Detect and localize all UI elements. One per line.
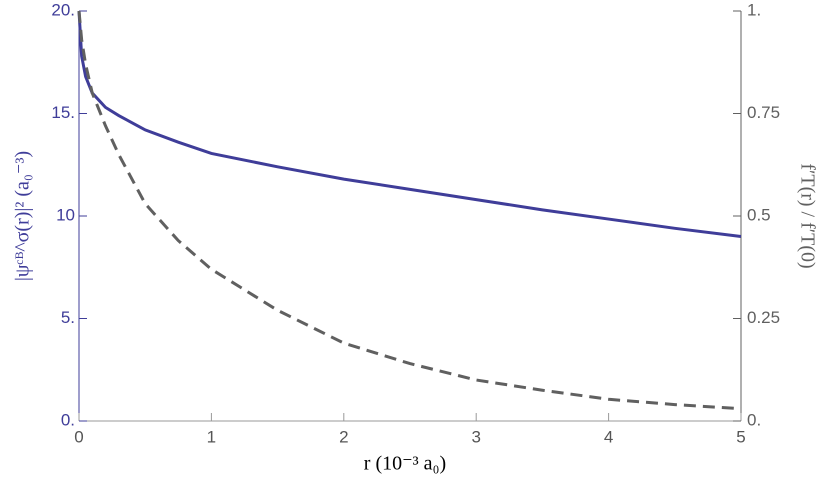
x-tick-label: 1 <box>207 427 216 446</box>
y2-tick-label: 0.5 <box>747 205 771 224</box>
y2-tick-label: 1. <box>747 0 761 19</box>
series-line <box>77 10 742 411</box>
y-tick-label: 5. <box>61 308 75 327</box>
x-tick-label: 4 <box>604 427 613 446</box>
series-line <box>77 10 742 238</box>
x-tick-label: 5 <box>736 427 745 446</box>
x-tick-label: 3 <box>471 427 480 446</box>
y2-tick-label: 0.75 <box>747 103 780 122</box>
y-axis-label: |ψᶜᴮ^σ(r)|² (a₀⁻³) <box>12 151 34 281</box>
y2-axis-label: f′T(r) / f′T(0) <box>796 163 818 268</box>
y-tick-label: 10 <box>56 205 75 224</box>
y-tick-label: 0. <box>61 410 75 429</box>
y2-tick-label: 0.25 <box>747 308 780 327</box>
y-tick-label: 20. <box>51 0 75 19</box>
y-tick-label: 15. <box>51 103 75 122</box>
x-axis-label: r (10⁻³ a₀) <box>364 453 446 475</box>
x-tick-label: 0 <box>74 427 83 446</box>
y2-tick-label: 0. <box>747 410 761 429</box>
x-tick-label: 2 <box>339 427 348 446</box>
